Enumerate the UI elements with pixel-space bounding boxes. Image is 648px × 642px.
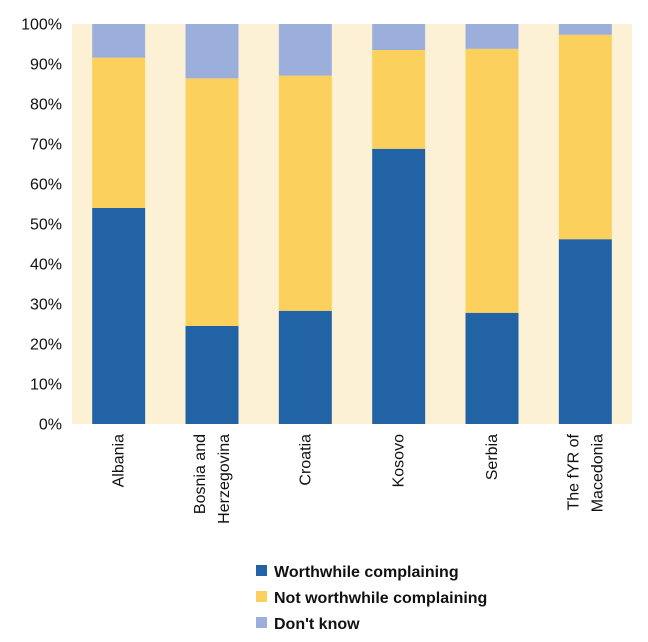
x-tick-label-line: Macedonia bbox=[589, 434, 606, 512]
x-tick-label-line: Croatia bbox=[297, 434, 314, 486]
bar-segment bbox=[372, 24, 426, 50]
x-tick-label-line: Serbia bbox=[484, 434, 501, 480]
bar-segment bbox=[558, 239, 612, 424]
x-tick-label: Kosovo bbox=[391, 434, 408, 487]
y-tick-label: 20% bbox=[30, 337, 62, 354]
y-tick-label: 70% bbox=[30, 137, 62, 154]
y-tick-label: 50% bbox=[30, 217, 62, 234]
bar-segment bbox=[185, 326, 239, 424]
bar-segment bbox=[185, 24, 239, 79]
y-tick-label: 30% bbox=[30, 297, 62, 314]
legend-swatch bbox=[256, 565, 267, 576]
x-tick-label: Serbia bbox=[484, 434, 501, 480]
bar-segment bbox=[372, 50, 426, 149]
plot-background bbox=[72, 24, 632, 424]
y-tick-label: 40% bbox=[30, 257, 62, 274]
bar-segment bbox=[465, 48, 519, 313]
bar-segment bbox=[465, 24, 519, 49]
x-axis-ticks: Albania Bosnia and Herzegovina Croatia Kosov… bbox=[111, 433, 607, 523]
bar-segment bbox=[278, 75, 332, 311]
y-tick-label: 10% bbox=[30, 377, 62, 394]
bar-segment bbox=[372, 148, 426, 425]
x-tick-label: Bosnia and Herzegovina bbox=[192, 434, 233, 524]
x-tick-label: Albania bbox=[111, 434, 128, 487]
bar-segment bbox=[558, 34, 612, 240]
x-tick-label-line: Albania bbox=[111, 434, 128, 487]
bar-segment bbox=[92, 24, 146, 58]
legend-label: Don't know bbox=[274, 616, 360, 633]
bar-segment bbox=[278, 24, 332, 76]
bar-segment bbox=[558, 24, 612, 35]
legend: Worthwhile complaining Not worthwhile com… bbox=[256, 564, 487, 633]
y-tick-label: 80% bbox=[30, 97, 62, 114]
bar-segment bbox=[465, 312, 519, 424]
y-tick-label: 100% bbox=[21, 17, 62, 34]
legend-label: Worthwhile complaining bbox=[274, 564, 459, 581]
bar-segment bbox=[92, 208, 146, 424]
x-tick-label: Croatia bbox=[297, 434, 314, 486]
bar-segment bbox=[278, 310, 332, 424]
bars-group bbox=[92, 24, 612, 425]
x-tick-label-line: Kosovo bbox=[391, 434, 408, 487]
y-tick-label: 90% bbox=[30, 57, 62, 74]
legend-label: Not worthwhile complaining bbox=[274, 590, 487, 607]
x-tick-label-line: Herzegovina bbox=[216, 434, 233, 524]
legend-swatch bbox=[256, 617, 267, 628]
bar-segment bbox=[185, 78, 239, 327]
x-tick-label-line: The fYR of bbox=[565, 433, 582, 510]
x-tick-label: The fYR of Macedonia bbox=[565, 433, 606, 512]
y-tick-label: 60% bbox=[30, 177, 62, 194]
y-tick-label: 0% bbox=[39, 417, 62, 434]
x-tick-label-line: Bosnia and bbox=[192, 434, 209, 514]
legend-swatch bbox=[256, 591, 267, 602]
y-axis-ticks: 0% 10% 20% 30% 40% 50% 60% 70% 80% 90% 100% bbox=[21, 17, 62, 434]
bar-segment bbox=[92, 57, 146, 208]
